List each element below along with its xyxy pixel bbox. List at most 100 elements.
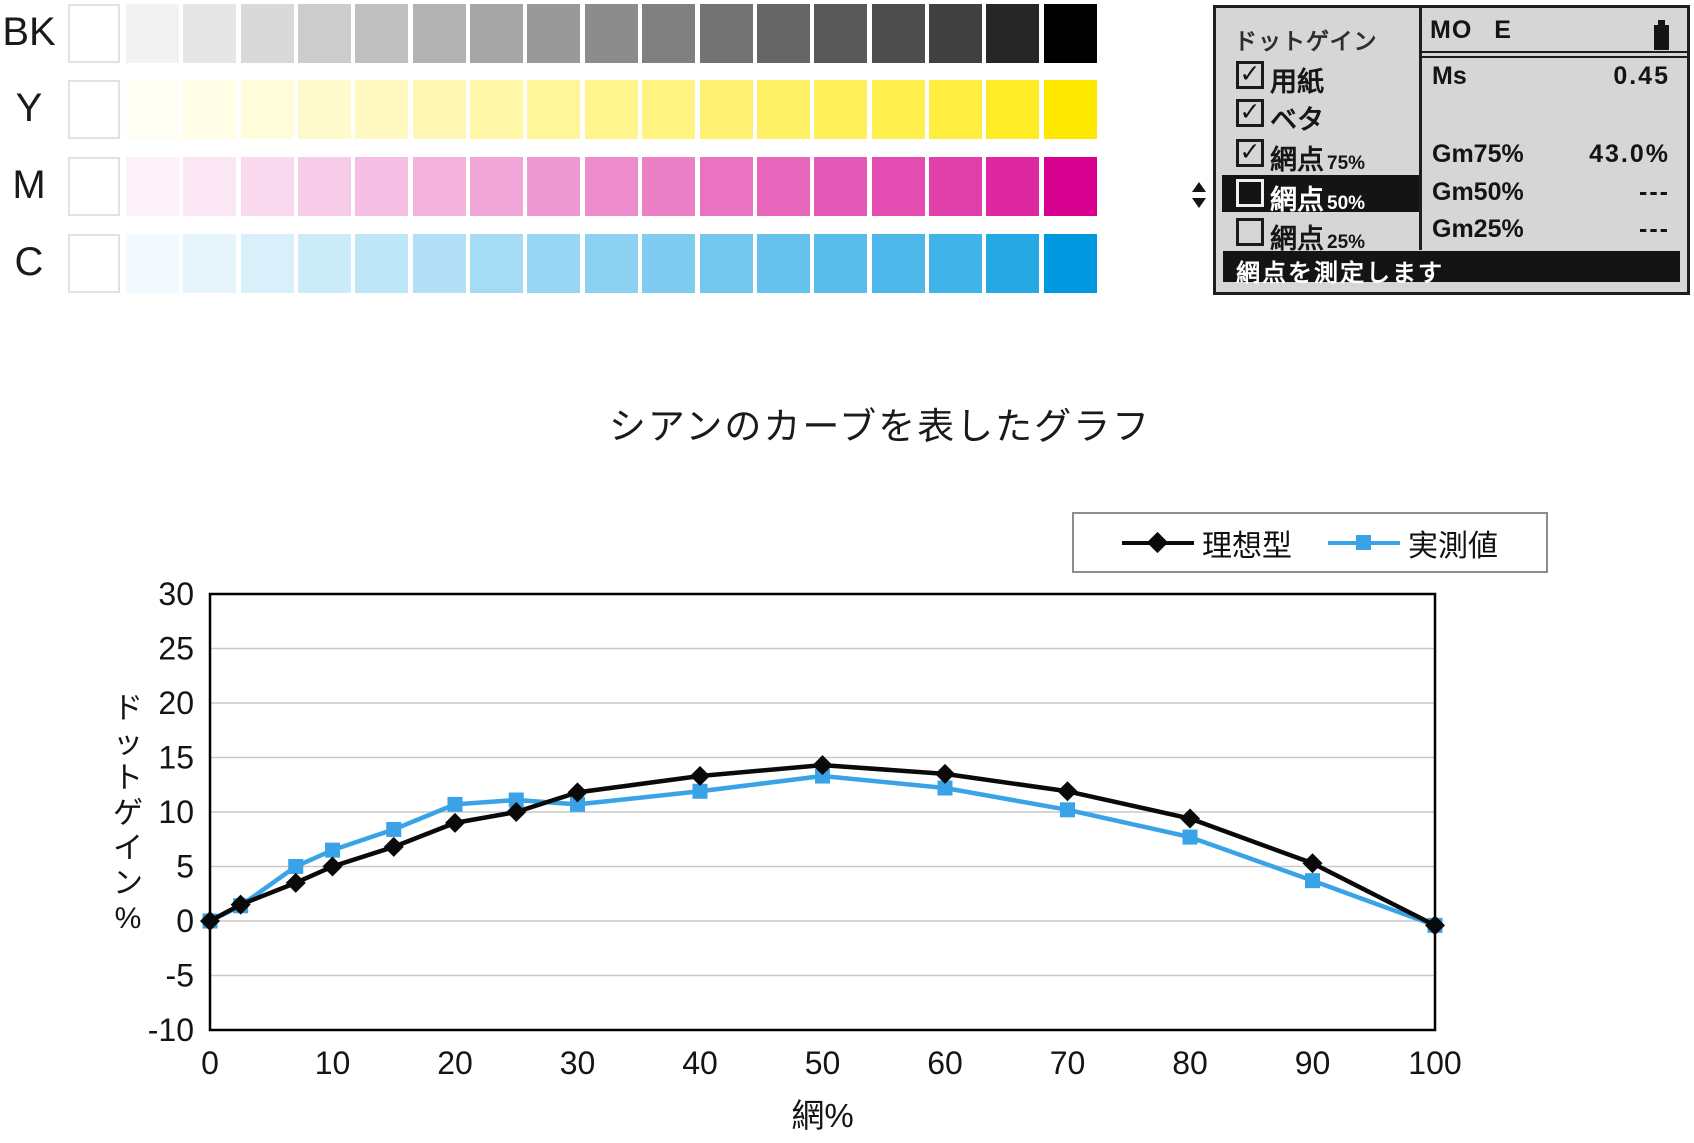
square-marker-icon — [508, 792, 524, 808]
menu-item-suffix: 25% — [1327, 232, 1366, 253]
x-tick-label: 10 — [315, 1045, 351, 1081]
check-icon: ✓ — [1239, 60, 1261, 88]
color-swatch — [585, 157, 638, 216]
color-swatch — [872, 80, 925, 139]
color-swatch — [700, 4, 753, 63]
diamond-marker-icon — [567, 782, 588, 803]
color-swatch — [872, 157, 925, 216]
paper-swatch — [68, 157, 120, 216]
diamond-marker-icon — [322, 856, 343, 877]
color-swatch — [413, 4, 466, 63]
color-swatch — [126, 80, 179, 139]
color-swatch — [814, 80, 867, 139]
check-icon: ✓ — [1239, 138, 1261, 166]
diamond-marker-icon — [935, 763, 955, 784]
color-swatch — [241, 80, 294, 139]
chart-title: シアンのカーブを表したグラフ — [608, 406, 1152, 447]
checkbox-checked[interactable]: ✓ — [1236, 61, 1264, 89]
color-swatch — [355, 157, 408, 216]
x-axis-label: 網% — [791, 1097, 853, 1134]
color-swatch — [642, 4, 695, 63]
color-swatch — [183, 234, 236, 293]
color-swatch — [527, 234, 580, 293]
color-swatch — [986, 4, 1039, 63]
menu-item-label: ベタ — [1270, 105, 1324, 135]
square-marker-icon — [692, 783, 708, 799]
square-marker-icon — [1305, 873, 1320, 889]
arrow-up-icon — [1192, 182, 1206, 192]
reading-value: --- — [1639, 178, 1670, 206]
gradation-strip-row-m: M — [0, 157, 1110, 216]
gradation-strip-row-c: C — [0, 234, 1110, 293]
square-marker-icon — [1356, 534, 1371, 550]
menu-item-ベタ[interactable]: ✓ ベタ — [1222, 98, 1419, 135]
checkbox-checked[interactable]: ✓ — [1236, 139, 1264, 167]
diamond-marker-icon — [200, 911, 220, 931]
menu-item-網点75%[interactable]: ✓ 網点 75% — [1222, 138, 1419, 175]
diamond-marker-icon — [383, 836, 404, 857]
y-tick-label: 30 — [158, 576, 194, 612]
menu-item-用紙[interactable]: ✓ 用紙 — [1222, 60, 1419, 97]
color-swatch — [470, 4, 523, 63]
x-tick-label: 20 — [437, 1045, 473, 1081]
gradation-strip-row-bk: BK — [0, 4, 1110, 63]
x-tick-label: 50 — [805, 1045, 841, 1081]
chart-legend: 理想型 実測値 — [1072, 512, 1548, 573]
color-swatch — [470, 80, 523, 139]
y-axis-label: ゲ — [113, 797, 143, 830]
memory-mode-label: MO E — [1430, 16, 1512, 44]
x-tick-label: 70 — [1050, 1045, 1086, 1081]
y-tick-label: 25 — [158, 631, 194, 667]
color-swatch — [814, 4, 867, 63]
paper-swatch — [68, 80, 120, 139]
strip-label: BK — [2, 10, 56, 54]
menu-item-網点25%[interactable]: 網点 25% — [1222, 217, 1419, 254]
strip-label: M — [12, 163, 46, 207]
color-swatch — [527, 80, 580, 139]
menu-item-label: 網点 25% — [1270, 224, 1366, 254]
color-swatch — [183, 4, 236, 63]
legend-item-ideal: 理想型 — [1122, 521, 1292, 565]
reading-value: 43.0% — [1589, 140, 1670, 168]
color-swatch — [700, 80, 753, 139]
x-tick-label: 90 — [1295, 1045, 1331, 1081]
y-tick-label: -10 — [148, 1012, 194, 1048]
color-swatch — [241, 234, 294, 293]
diamond-marker-icon — [812, 755, 833, 776]
diamond-marker-icon — [1302, 853, 1323, 874]
battery-icon — [1654, 20, 1669, 50]
reading-row-Gm75%: Gm75% 43.0% — [1432, 140, 1678, 170]
color-swatch — [1044, 157, 1097, 216]
color-swatch — [757, 234, 810, 293]
square-marker-icon — [386, 821, 402, 837]
checkbox-unchecked[interactable] — [1236, 218, 1264, 246]
plot-frame — [208, 592, 1437, 1032]
reading-name: Ms — [1432, 62, 1467, 90]
legend-label: 実測値 — [1408, 529, 1498, 563]
strip-label: C — [14, 240, 44, 284]
color-swatch — [126, 157, 179, 216]
reading-row-Gm25%: Gm25% --- — [1432, 215, 1678, 245]
checkbox-unchecked[interactable] — [1236, 179, 1264, 207]
color-swatch — [929, 80, 982, 139]
menu-item-label: 網点 75% — [1270, 145, 1366, 175]
color-swatch — [298, 4, 351, 63]
menu-item-label: 網点 50% — [1270, 185, 1366, 215]
color-swatch — [355, 234, 408, 293]
menu-item-網点50%[interactable]: 網点 50% — [1222, 175, 1419, 215]
color-swatch — [183, 80, 236, 139]
y-axis-label: イ — [113, 832, 143, 865]
color-swatch — [642, 80, 695, 139]
menu-item-label: 用紙 — [1270, 67, 1324, 97]
header-underline — [1419, 51, 1687, 58]
color-swatch — [298, 157, 351, 216]
y-tick-label: -5 — [166, 958, 194, 994]
checkbox-checked[interactable]: ✓ — [1236, 99, 1264, 127]
up-down-arrows-icon[interactable] — [1192, 182, 1206, 208]
color-swatch — [126, 234, 179, 293]
panel-divider — [1419, 8, 1422, 250]
color-swatch — [585, 4, 638, 63]
color-swatch — [986, 234, 1039, 293]
menu-item-suffix: 75% — [1327, 153, 1366, 174]
square-marker-icon — [447, 796, 463, 812]
